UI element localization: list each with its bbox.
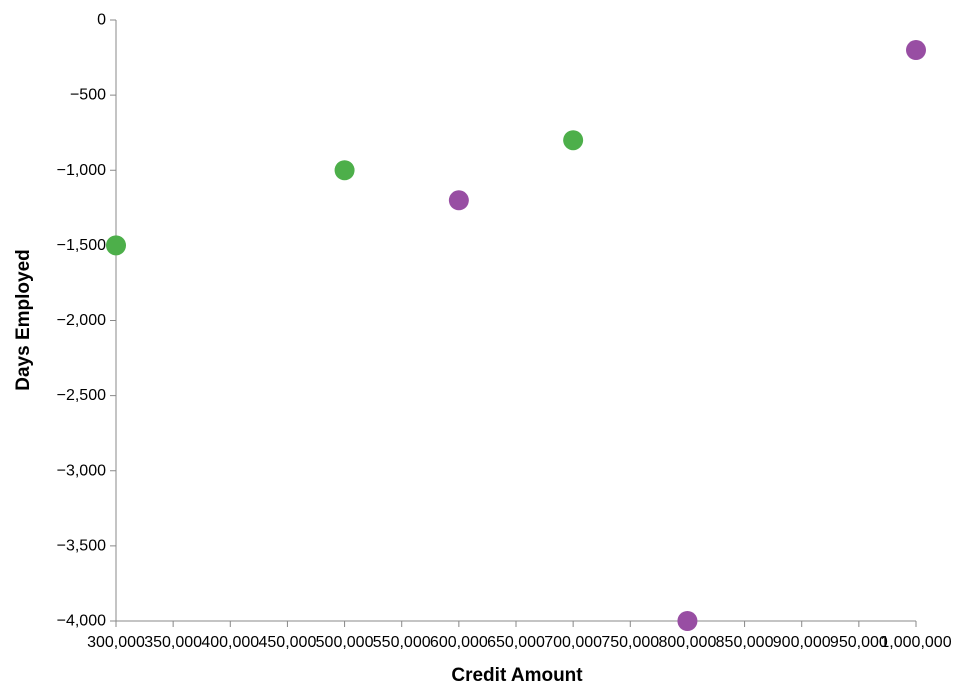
data-point bbox=[334, 160, 355, 181]
x-tick-label: 1,000,000 bbox=[880, 634, 951, 651]
y-tick-label: −2,000 bbox=[57, 312, 106, 329]
x-tick-label: 550,000 bbox=[373, 634, 431, 651]
y-axis-title: Days Employed bbox=[13, 249, 34, 391]
x-axis: 300,000 350,000 400,000 450,000 500,000 550,0… bbox=[87, 620, 952, 651]
data-point bbox=[448, 190, 469, 211]
x-tick-label: 450,000 bbox=[259, 634, 317, 651]
x-tick-label: 750,000 bbox=[601, 634, 659, 651]
data-point bbox=[563, 130, 584, 151]
y-tick-label: −4,000 bbox=[57, 613, 106, 630]
data-point bbox=[677, 611, 698, 631]
x-tick-label: 650,000 bbox=[487, 634, 545, 651]
y-tick-label: −500 bbox=[70, 87, 106, 104]
x-tick-label: 600,000 bbox=[430, 634, 488, 651]
y-tick-label: −3,500 bbox=[57, 537, 106, 554]
data-points bbox=[106, 40, 926, 631]
x-axis-title: Credit Amount bbox=[451, 665, 583, 686]
x-tick-label: 500,000 bbox=[316, 634, 374, 651]
data-point bbox=[906, 40, 926, 61]
y-tick-label: −1,500 bbox=[57, 237, 106, 254]
x-tick-label: 300,000 bbox=[87, 634, 145, 651]
x-tick-label: 350,000 bbox=[144, 634, 202, 651]
x-tick-label: 850,000 bbox=[716, 634, 774, 651]
y-axis: 0 −500 −1,000 −1,500 −2,000 −2,500 −3,000 −3,50… bbox=[57, 12, 117, 630]
x-tick-label: 700,000 bbox=[544, 634, 602, 651]
x-tick-label: 800,000 bbox=[659, 634, 717, 651]
data-point bbox=[106, 235, 126, 256]
y-tick-label: 0 bbox=[97, 12, 106, 29]
x-tick-label: 900,000 bbox=[773, 634, 831, 651]
y-tick-label: −1,000 bbox=[57, 162, 106, 179]
x-tick-label: 950,000 bbox=[830, 634, 888, 651]
y-tick-label: −2,500 bbox=[57, 387, 106, 404]
y-tick-label: −3,000 bbox=[57, 462, 106, 479]
x-tick-label: 400,000 bbox=[201, 634, 259, 651]
